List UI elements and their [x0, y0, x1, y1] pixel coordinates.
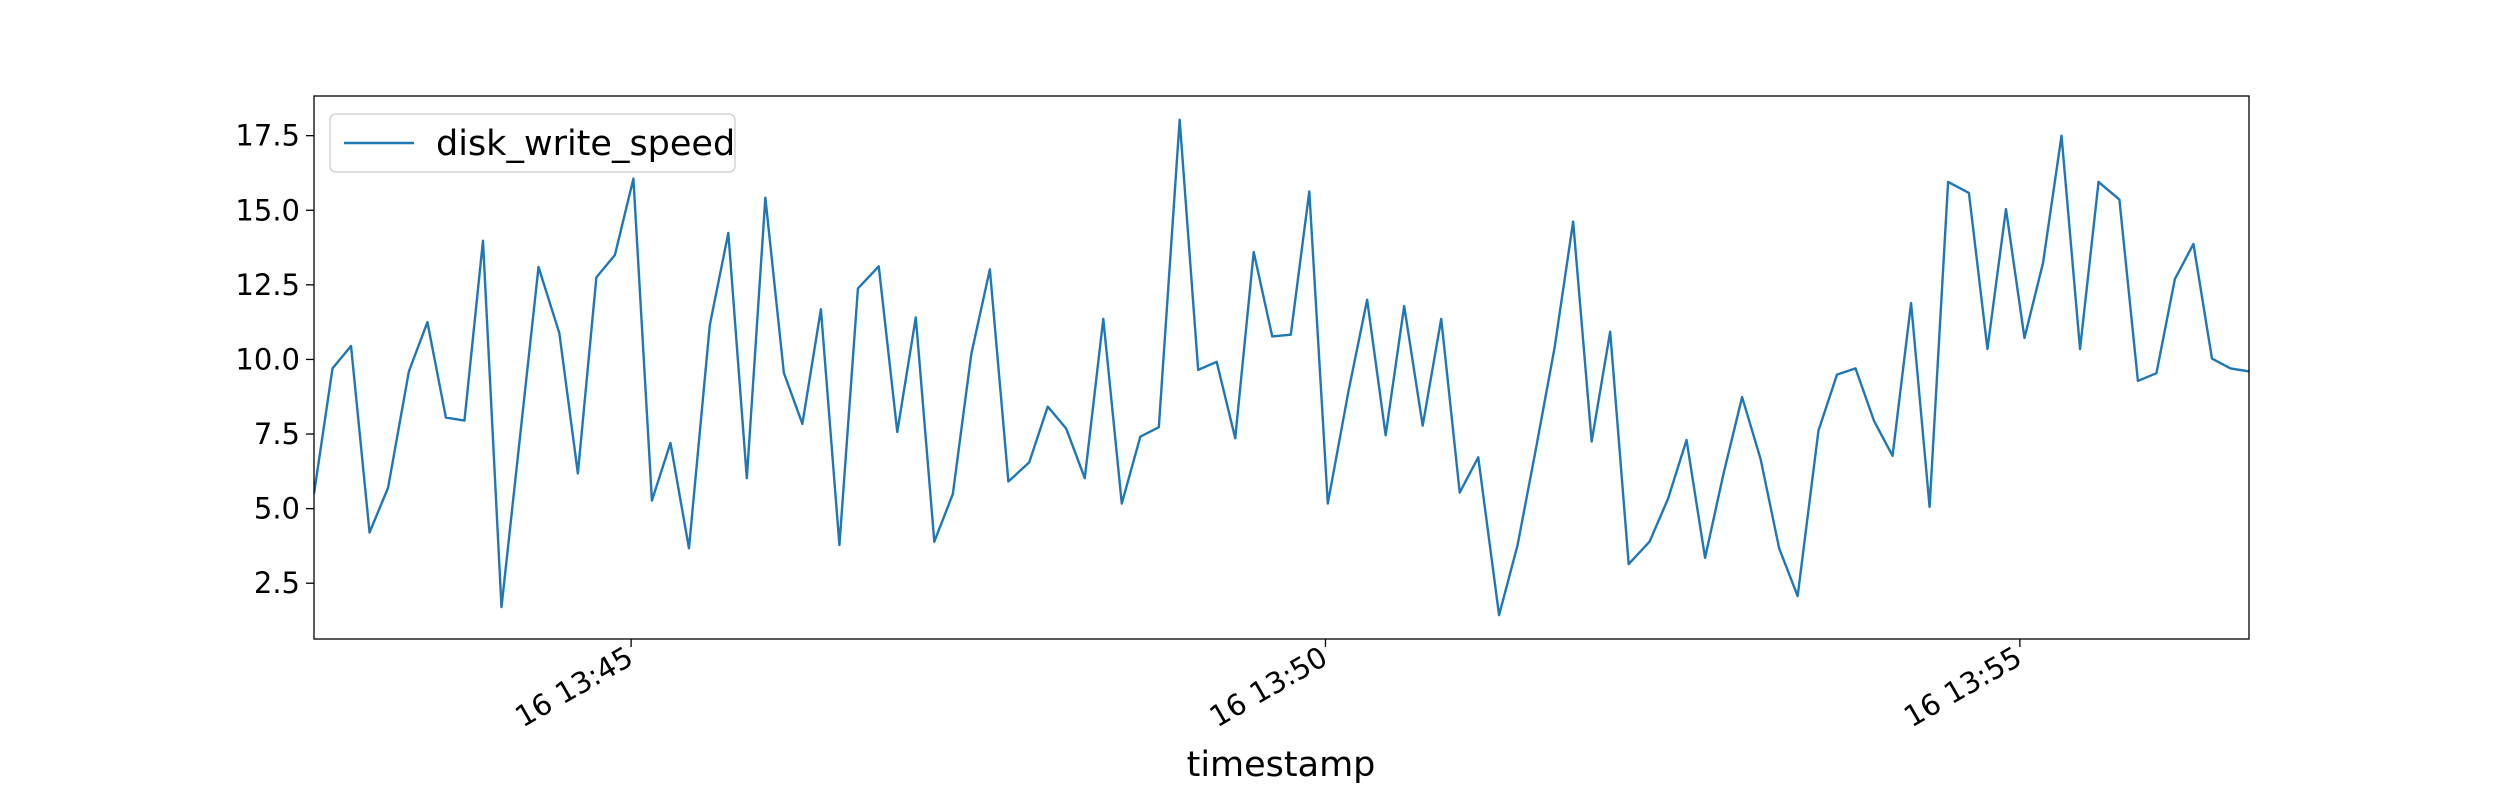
y-tick-label: 15.0 [235, 193, 300, 227]
y-tick-label: 2.5 [254, 566, 300, 600]
legend-label: disk_write_speed [436, 124, 735, 164]
legend-box [329, 113, 736, 173]
y-tick-label: 7.5 [254, 417, 300, 451]
y-tick-label: 17.5 [235, 119, 300, 153]
y-tick-label: 12.5 [235, 268, 300, 302]
plot-area [314, 118, 2249, 617]
y-tick-label: 10.0 [235, 342, 300, 376]
y-tick-label: 5.0 [254, 492, 300, 526]
legend: disk_write_speed [329, 113, 736, 173]
axes-frame [313, 95, 2250, 640]
data-line [314, 118, 2249, 617]
x-axis-label: timestamp [1187, 745, 1376, 785]
